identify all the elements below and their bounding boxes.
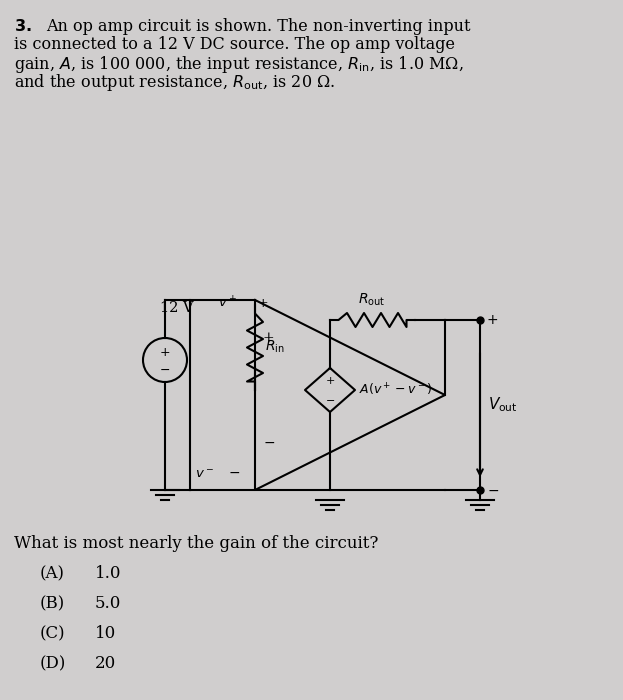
Text: 20: 20 [95,655,117,672]
Text: $-$: $-$ [263,435,275,449]
Text: 1.0: 1.0 [95,565,121,582]
Text: is connected to a 12 V DC source. The op amp voltage: is connected to a 12 V DC source. The op… [14,36,455,53]
Text: +: + [325,376,335,386]
Text: 12 V: 12 V [160,301,194,315]
Text: $-$: $-$ [487,483,499,497]
Text: $V_{\rm out}$: $V_{\rm out}$ [488,395,518,414]
Text: 10: 10 [95,625,117,642]
Text: (D): (D) [40,655,67,672]
Text: $R_{\rm in}$: $R_{\rm in}$ [265,339,285,355]
Text: $-$: $-$ [159,363,171,375]
Text: (B): (B) [40,595,65,612]
Text: $v^-$: $v^-$ [195,468,214,482]
Text: $-$: $-$ [325,394,335,404]
Text: +: + [258,297,269,310]
Text: +: + [159,346,170,358]
Text: +: + [487,313,498,327]
Text: 5.0: 5.0 [95,595,121,612]
Text: What is most nearly the gain of the circuit?: What is most nearly the gain of the circ… [14,535,378,552]
Text: $v^+$: $v^+$ [218,295,237,310]
Text: An op amp circuit is shown. The non-inverting input: An op amp circuit is shown. The non-inve… [46,18,470,35]
Text: $R_{\rm out}$: $R_{\rm out}$ [358,292,386,308]
Text: +: + [263,331,275,345]
Text: (C): (C) [40,625,65,642]
Text: $\mathbf{3.}$: $\mathbf{3.}$ [14,18,32,35]
Text: gain, $A$, is 100 000, the input resistance, $R_{\rm in}$, is 1.0 MΩ,: gain, $A$, is 100 000, the input resista… [14,54,464,75]
Text: (A): (A) [40,565,65,582]
Text: and the output resistance, $R_{\rm out}$, is 20 Ω.: and the output resistance, $R_{\rm out}$… [14,72,335,93]
Text: $-$: $-$ [228,465,240,479]
Text: $A(v^+ - v^-)$: $A(v^+ - v^-)$ [359,382,432,398]
